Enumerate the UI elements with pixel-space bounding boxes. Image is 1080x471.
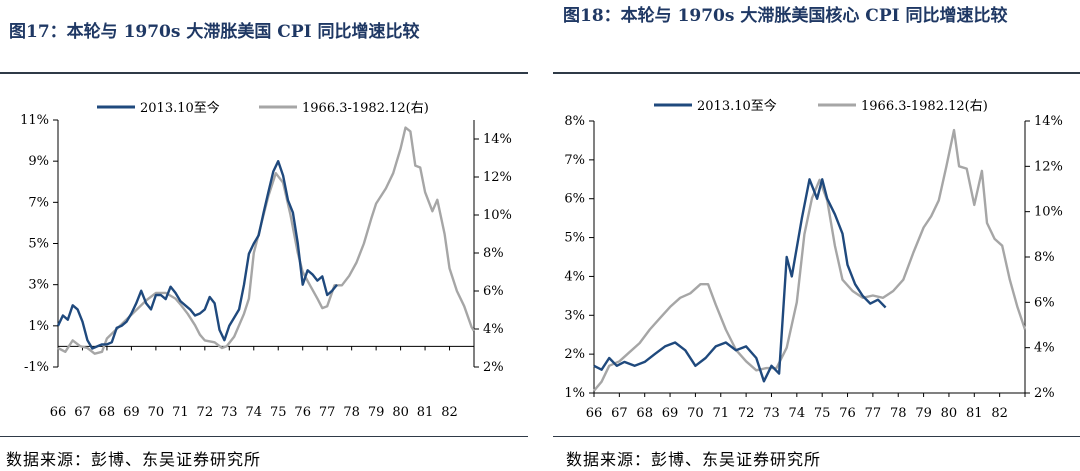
x-tick-label: 73 [221,405,238,420]
left-y-tick-label: 3% [28,278,49,293]
right-y-tick-label: 12% [483,170,512,185]
x-tick-label: 71 [172,405,189,420]
legend-label: 2013.10至今 [140,100,220,116]
series-line-historical [57,126,476,355]
right-y-tick-label: 14% [1034,114,1063,129]
x-tick-label: 66 [586,406,603,421]
x-tick-label: 74 [789,406,806,421]
legend-label: 1966.3-1982.12(右) [302,101,429,116]
cpi-comparison-chart: -1% 1% 3% 5% 7% 9% 11% 2% 4% 6% 8% 10% 12% 14% 66 67 68 6… [20,100,512,420]
x-tick-label: 78 [890,406,907,421]
x-tick-label: 75 [270,405,287,420]
x-tick-label: 75 [814,406,831,421]
left-y-tick-label: 3% [564,308,585,323]
left-y-tick-label: 4% [564,269,585,284]
left-y-tick-label: 6% [564,192,585,207]
x-tick-label: 72 [738,406,755,421]
right-y-tick-label: 6% [483,284,504,299]
x-tick-label: 67 [74,405,91,420]
right-y-tick-label: 4% [1034,341,1055,356]
x-tick-label: 81 [966,406,983,421]
chart-title-fig17: 图17：本轮与 1970s 大滞胀美国 CPI 同比增速比较 [9,22,420,42]
x-tick-label: 71 [712,406,729,421]
legend-label: 1966.3-1982.12(右) [861,99,988,114]
series-line-current [56,160,338,350]
left-y-tick-label: 2% [564,347,585,362]
x-tick-label: 67 [611,406,628,421]
x-tick-label: 68 [99,405,116,420]
x-tick-label: 77 [865,406,882,421]
left-y-tick-label: -1% [24,360,49,375]
right-y-tick-label: 2% [1034,386,1055,401]
right-y-tick-label: 10% [483,208,512,223]
right-y-tick-label: 2% [483,360,504,375]
source-divider-right [553,436,1080,437]
chart-title-fig18: 图18：本轮与 1970s 大滞胀美国核心 CPI 同比增速比较 [563,6,1008,26]
x-tick-label: 73 [763,406,780,421]
legend-label: 2013.10至今 [697,98,777,114]
x-tick-label: 70 [148,405,165,420]
x-tick-label: 82 [991,406,1008,421]
title-divider-left [0,72,528,74]
x-tick-label: 79 [368,405,385,420]
x-tick-label: 72 [197,405,214,420]
x-tick-label: 80 [941,406,958,421]
left-y-tick-label: 9% [28,154,49,169]
left-y-tick-label: 5% [564,231,585,246]
x-tick-label: 82 [441,405,458,420]
series-line-historical [593,128,1027,392]
right-y-tick-label: 8% [1034,250,1055,265]
source-note-right: 数据来源：彭博、东吴证券研究所 [566,450,822,469]
right-y-tick-label: 10% [1034,205,1063,220]
left-y-tick-label: 11% [20,113,49,128]
x-tick-label: 66 [50,405,67,420]
right-y-tick-label: 8% [483,246,504,261]
left-y-tick-label: 1% [28,319,49,334]
right-y-tick-label: 6% [1034,295,1055,310]
x-tick-label: 70 [687,406,704,421]
series-line-current [593,178,887,383]
x-tick-label: 81 [417,405,434,420]
right-y-tick-label: 12% [1034,159,1063,174]
left-y-tick-label: 7% [28,195,49,210]
x-tick-label: 76 [294,405,311,420]
source-note-left: 数据来源：彭博、东吴证券研究所 [6,450,262,469]
left-y-tick-label: 5% [28,237,49,252]
x-tick-label: 76 [839,406,856,421]
x-tick-label: 80 [392,405,409,420]
x-tick-label: 78 [343,405,360,420]
x-tick-label: 77 [319,405,336,420]
left-y-tick-label: 7% [564,153,585,168]
x-tick-label: 69 [662,406,679,421]
x-tick-label: 74 [245,405,262,420]
left-y-tick-label: 8% [564,114,585,129]
right-y-tick-label: 4% [483,322,504,337]
core-cpi-comparison-chart: 1% 2% 3% 4% 5% 6% 7% 8% 2% 4% 6% 8% 10% 12% 14% 66 67 68 6… [564,98,1063,421]
x-tick-label: 69 [123,405,140,420]
x-tick-label: 68 [636,406,653,421]
source-divider-left [0,436,528,437]
x-tick-label: 79 [915,406,932,421]
left-y-tick-label: 1% [564,386,585,401]
right-y-tick-label: 14% [483,132,512,147]
title-divider-right [553,72,1080,74]
